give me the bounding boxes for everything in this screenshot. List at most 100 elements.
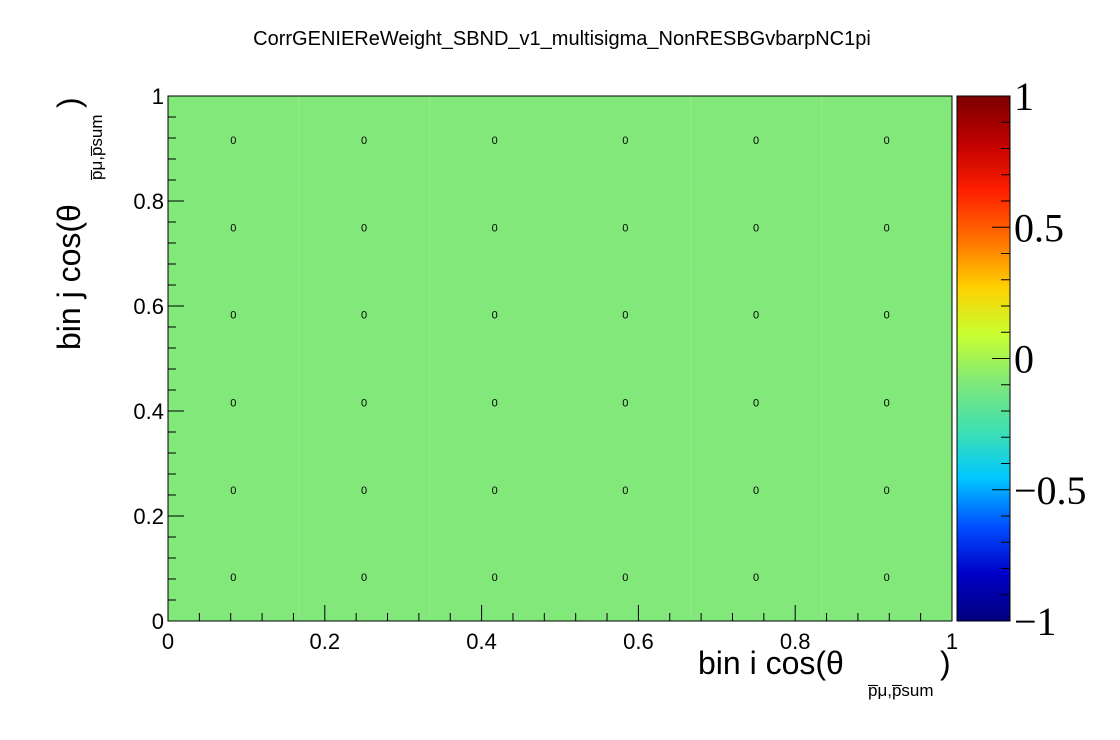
- cell-value-label: 0: [622, 485, 628, 497]
- heatmap-cell: [690, 183, 822, 271]
- cell-value-label: 0: [753, 572, 759, 584]
- color-palette-axis: 1 0.5 0 −0.5 −1: [992, 74, 1087, 644]
- y-tick-label: 0.8: [133, 189, 164, 214]
- cell-value-label: 0: [230, 222, 236, 234]
- cell-value-label: 0: [622, 135, 628, 147]
- heatmap-cell: [560, 270, 691, 359]
- cell-labels: 0 0 0 0 0 0 0 0 0 0 0 0 0 0 0 0 0 0 0 0 0 0 0 0 0 0 0 0 0 0 0 0 0 0 0 0: [230, 135, 889, 584]
- cell-value-label: 0: [753, 135, 759, 147]
- heatmap-cell: [690, 446, 822, 534]
- x-axis: 0 0.2 0.4 0.6 0.8 1: [162, 605, 958, 654]
- palette-tick-label: 0.5: [1014, 205, 1064, 250]
- heatmap-cell: [168, 183, 299, 271]
- cell-value-label: 0: [753, 485, 759, 497]
- heatmap-cell: [690, 96, 822, 184]
- cell-value-label: 0: [753, 222, 759, 234]
- cell-value-label: 0: [492, 397, 498, 409]
- heatmap-cell: [429, 446, 560, 534]
- cell-value-label: 0: [230, 572, 236, 584]
- heatmap-cell: [298, 358, 430, 447]
- plot-border: [167, 95, 953, 622]
- palette-tick-label: 1: [1014, 74, 1034, 119]
- heatmap-cell: [560, 183, 691, 271]
- y-axis-label-text: bin j cos(θ: [51, 204, 87, 350]
- heatmap-cell: [168, 358, 299, 447]
- y-tick-label: 0.6: [133, 294, 164, 319]
- heatmap-cell: [298, 446, 430, 534]
- heatmap-cell: [560, 446, 691, 534]
- x-axis-label: bin i cos(θ: [698, 645, 844, 681]
- y-tick-label: 0.2: [133, 504, 164, 529]
- y-axis-label-close: ): [51, 97, 87, 108]
- cell-value-label: 0: [230, 485, 236, 497]
- heatmap-cell: [298, 270, 430, 359]
- heatmap-cell: [560, 358, 691, 447]
- cell-value-label: 0: [492, 135, 498, 147]
- heatmap-cell: [429, 358, 560, 447]
- heatmap-cell: [821, 533, 952, 621]
- cell-value-label: 0: [361, 310, 367, 322]
- cell-value-label: 0: [884, 222, 890, 234]
- heatmap-cell: [429, 270, 560, 359]
- cell-value-label: 0: [361, 485, 367, 497]
- y-tick-label: 0: [152, 609, 164, 634]
- cell-value-label: 0: [230, 397, 236, 409]
- plot-frame: [167, 95, 953, 622]
- heatmap-cell: [298, 183, 430, 271]
- cell-value-label: 0: [753, 310, 759, 322]
- heatmap-cell: [429, 96, 560, 184]
- cell-value-label: 0: [622, 310, 628, 322]
- x-axis-label-text: bin i cos(θ: [698, 645, 844, 681]
- palette-tick-label: 0: [1014, 337, 1034, 382]
- y-tick-label: 1: [152, 84, 164, 109]
- cell-value-label: 0: [753, 397, 759, 409]
- heatmap-cell: [168, 446, 299, 534]
- cell-value-label: 0: [622, 222, 628, 234]
- x-tick-label: 1: [946, 629, 958, 654]
- cell-value-label: 0: [884, 310, 890, 322]
- x-tick-label: 0.6: [623, 629, 654, 654]
- cell-value-label: 0: [622, 572, 628, 584]
- cell-value-label: 0: [361, 135, 367, 147]
- heatmap-cell: [690, 270, 822, 359]
- heatmap-cell: [821, 96, 952, 184]
- x-tick-label: 0.2: [310, 629, 341, 654]
- heatmap-cell: [429, 533, 560, 621]
- x-axis-label-close: ): [940, 645, 951, 681]
- heatmap-cell: [298, 533, 430, 621]
- heatmap-cell: [168, 270, 299, 359]
- chart-title: CorrGENIEReWeight_SBND_v1_multisigma_Non…: [253, 28, 871, 50]
- heatmap-cell: [168, 96, 299, 184]
- heatmap-cell: [690, 358, 822, 447]
- cell-value-label: 0: [884, 572, 890, 584]
- heatmap-cell: [690, 533, 822, 621]
- heatmap-cell: [429, 183, 560, 271]
- palette-tick-label: −1: [1014, 599, 1057, 644]
- cell-value-label: 0: [492, 572, 498, 584]
- heatmap-cell: [168, 533, 299, 621]
- heatmap-layer: [168, 96, 952, 621]
- heatmap-cell: [821, 183, 952, 271]
- cell-value-label: 0: [361, 397, 367, 409]
- y-axis-label-group: bin j cos(θ p̅μ,p̅sum ): [51, 97, 106, 350]
- cell-value-label: 0: [884, 397, 890, 409]
- cell-value-label: 0: [884, 135, 890, 147]
- heatmap-cell: [821, 270, 952, 359]
- cell-value-label: 0: [361, 222, 367, 234]
- cell-value-label: 0: [230, 135, 236, 147]
- cell-value-label: 0: [884, 485, 890, 497]
- palette-tick-label: −0.5: [1014, 468, 1087, 513]
- y-axis-label-subscript: p̅μ,p̅sum: [87, 114, 106, 180]
- cell-value-label: 0: [230, 310, 236, 322]
- cell-value-label: 0: [492, 222, 498, 234]
- heatmap-cell: [821, 446, 952, 534]
- heatmap-cell: [560, 533, 691, 621]
- x-tick-label: 0.8: [780, 629, 811, 654]
- heatmap-cell: [821, 358, 952, 447]
- cell-value-label: 0: [622, 397, 628, 409]
- cell-value-label: 0: [361, 572, 367, 584]
- cell-value-label: 0: [492, 485, 498, 497]
- heatmap-cell: [560, 96, 691, 184]
